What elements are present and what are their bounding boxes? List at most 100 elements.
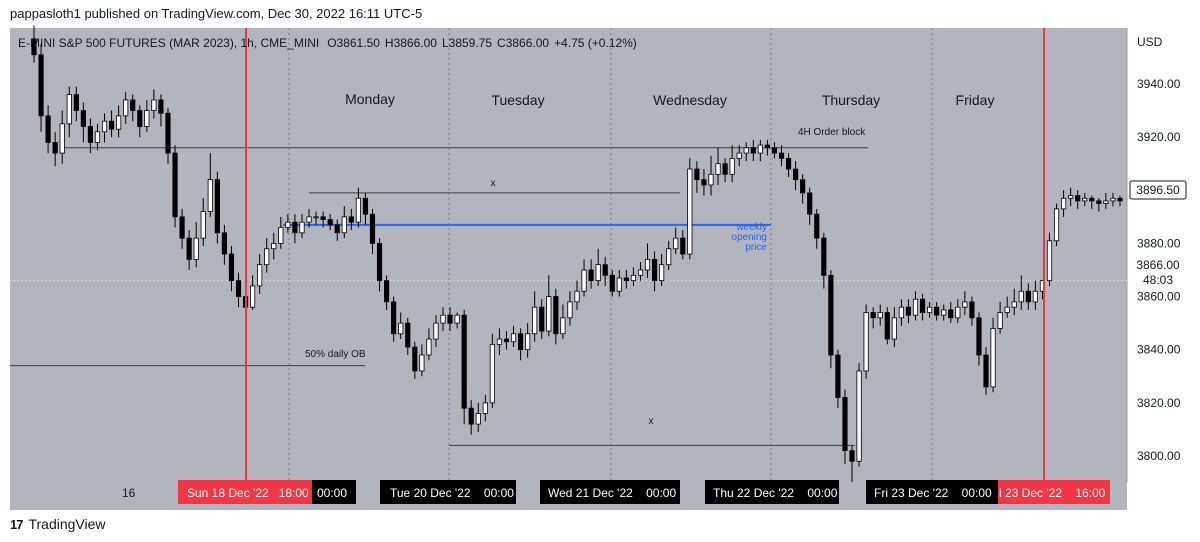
candle-body	[130, 99, 136, 111]
candle-body	[736, 152, 742, 159]
candle-body	[891, 317, 897, 340]
candle-body	[503, 338, 510, 343]
candle-body	[200, 211, 206, 239]
ohlc-low: L3859.75	[442, 36, 492, 50]
candle-body	[680, 237, 686, 255]
x-mark-lower: x	[649, 416, 654, 427]
candle-body	[905, 306, 912, 316]
time-badge-fri	[866, 480, 998, 504]
candle-body	[1103, 200, 1109, 204]
candle-body	[292, 221, 298, 234]
candle-body	[285, 221, 291, 228]
candle-body	[821, 237, 827, 276]
candle-body	[976, 317, 982, 356]
candle-body	[814, 213, 820, 239]
candle-body	[1117, 197, 1123, 202]
candle-body	[983, 354, 989, 388]
candle-body	[31, 38, 37, 56]
tradingview-logo[interactable]: 17 TradingView	[10, 516, 106, 532]
candle-body	[778, 152, 785, 159]
candle-body	[278, 227, 284, 244]
candle-body	[228, 253, 235, 282]
candle-body	[539, 306, 545, 332]
candle-body	[687, 168, 693, 255]
candle-body	[729, 157, 735, 175]
weekly-label-line2: opening	[731, 232, 767, 243]
ohlc-change: +4.75 (+0.12%)	[554, 36, 637, 50]
candle-body	[771, 147, 778, 154]
chart-info-line: E-MINI S&P 500 FUTURES (MAR 2023), 1h, C…	[18, 36, 637, 50]
candle-body	[623, 277, 629, 282]
candle-body	[398, 322, 404, 335]
candle-body	[1096, 200, 1102, 204]
candle-body	[52, 142, 58, 154]
weekly-label-line3: price	[745, 242, 767, 253]
day-label-monday: Monday	[345, 91, 395, 107]
candle-body	[898, 306, 904, 319]
candle-body	[165, 112, 171, 154]
candle-body	[482, 402, 488, 414]
candle-body	[214, 179, 220, 234]
candle-body	[1018, 290, 1024, 303]
time-badge-tue	[380, 480, 516, 504]
candle-body	[525, 333, 531, 351]
candle-body	[179, 216, 185, 239]
candle-body	[701, 179, 707, 186]
current-price-badge	[1130, 254, 1186, 288]
candle-body	[468, 407, 474, 425]
last-price-badge	[1129, 180, 1187, 200]
candle-body	[391, 301, 397, 335]
candle-body	[969, 301, 975, 319]
candle-body	[609, 274, 615, 292]
candle-body	[496, 338, 503, 345]
candle-body	[306, 216, 312, 223]
candle-body	[532, 306, 538, 335]
candle-body	[116, 115, 122, 130]
candle-body	[362, 197, 369, 215]
current-price-value: 3866.00	[1136, 258, 1180, 272]
candle-body	[517, 333, 524, 351]
day-label-wednesday: Wednesday	[653, 92, 727, 108]
time-badge-sun	[178, 480, 312, 504]
candle-body	[1075, 195, 1081, 202]
candle-body	[87, 126, 94, 143]
candle-body	[299, 221, 305, 234]
candle-body	[1053, 208, 1060, 242]
candle-body	[793, 168, 799, 181]
time-label-16: 16	[122, 486, 136, 500]
candle-body	[341, 216, 347, 234]
candle-body	[80, 110, 86, 127]
symbol-title: E-MINI S&P 500 FUTURES (MAR 2023), 1h, C…	[18, 36, 319, 50]
candle-body	[1032, 290, 1038, 303]
candle-body	[666, 248, 672, 266]
candle-body	[581, 269, 587, 292]
tradingview-icon: 17	[10, 516, 24, 532]
candle-body	[384, 280, 390, 303]
candle-body	[884, 312, 890, 340]
candle-body	[743, 147, 749, 154]
time-badge-fri-red	[998, 480, 1110, 504]
candle-body	[546, 296, 552, 332]
candle-body	[567, 301, 573, 319]
candle-body	[1025, 290, 1031, 303]
candle-body	[376, 243, 383, 282]
candle-body	[172, 152, 178, 218]
day-label-tuesday: Tuesday	[491, 92, 544, 108]
currency-label: USD	[1137, 35, 1163, 49]
candle-body	[320, 216, 326, 220]
candle-body	[433, 322, 439, 340]
last-price-value: 3896.50	[1136, 183, 1180, 197]
candle-body	[1068, 195, 1074, 199]
candle-body	[426, 338, 432, 356]
candle-body	[412, 346, 418, 372]
time-label-tue: Tue 20 Dec '22 00:00	[390, 486, 514, 500]
time-label-wed: Wed 21 Dec '22 00:00	[548, 486, 676, 500]
tradingview-brand: TradingView	[28, 516, 106, 532]
price-tick-label: 3880.00	[1137, 236, 1181, 250]
candle-body	[510, 333, 517, 343]
candle-body	[659, 264, 665, 282]
candle-body	[616, 277, 622, 292]
candle-body	[151, 99, 157, 111]
order-block-label: 4H Order block	[798, 127, 866, 138]
